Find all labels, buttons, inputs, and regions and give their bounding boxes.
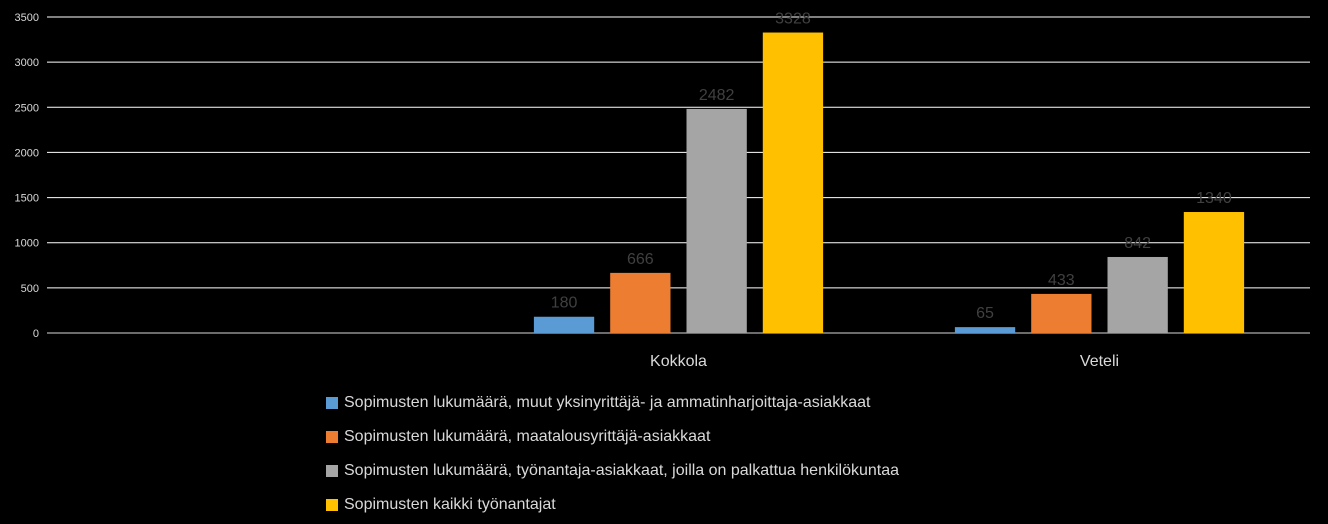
category-labels: Kokkola Veteli — [650, 353, 1119, 370]
y-tick-label: 3500 — [15, 12, 39, 24]
bar — [610, 272, 671, 333]
y-tick-label: 2500 — [15, 102, 39, 114]
y-tick-label: 1000 — [15, 238, 39, 250]
legend-item: Sopimusten lukumäärä, muut yksinyrittäjä… — [326, 386, 1046, 420]
bar — [1107, 256, 1168, 333]
bar — [1183, 212, 1245, 333]
legend-item: Sopimusten kaikki työnantajat — [326, 488, 1046, 522]
legend-swatch — [326, 465, 338, 477]
y-tick-label: 500 — [21, 283, 39, 295]
bar — [954, 327, 1016, 333]
data-label: 842 — [1124, 235, 1151, 252]
data-label: 666 — [627, 251, 654, 268]
data-label: 433 — [1048, 272, 1075, 289]
data-label: 2482 — [699, 87, 735, 104]
legend-label: Sopimusten lukumäärä, muut yksinyrittäjä… — [344, 394, 871, 411]
data-label: 3328 — [775, 11, 811, 28]
bar — [533, 316, 595, 333]
legend-item: Sopimusten lukumäärä, työnantaja-asiakka… — [326, 454, 1046, 488]
y-tick-label: 0 — [33, 328, 39, 340]
bar — [686, 108, 747, 333]
legend: Sopimusten lukumäärä, muut yksinyrittäjä… — [326, 386, 1046, 522]
data-label: 1340 — [1196, 190, 1232, 207]
y-axis-ticks: 0 500 1000 1500 2000 2500 3000 3500 — [15, 12, 39, 340]
legend-label: Sopimusten lukumäärä, maatalousyrittäjä-… — [344, 428, 711, 445]
legend-swatch — [326, 499, 338, 511]
y-tick-label: 2000 — [15, 147, 39, 159]
bar — [1031, 293, 1092, 333]
legend-label: Sopimusten lukumäärä, työnantaja-asiakka… — [344, 462, 900, 479]
data-label: 180 — [551, 295, 578, 312]
legend-swatch — [326, 431, 338, 443]
bar — [762, 32, 824, 333]
legend-swatch — [326, 397, 338, 409]
category-label: Veteli — [1080, 353, 1119, 370]
bars — [533, 32, 1245, 333]
y-tick-label: 1500 — [15, 193, 39, 205]
legend-label: Sopimusten kaikki työnantajat — [344, 496, 556, 513]
category-label: Kokkola — [650, 353, 707, 370]
legend-item: Sopimusten lukumäärä, maatalousyrittäjä-… — [326, 420, 1046, 454]
data-label: 65 — [976, 305, 994, 322]
data-labels: 180 666 2482 3328 65 433 842 1340 — [551, 11, 1232, 323]
gridlines — [47, 16, 1310, 334]
y-tick-label: 3000 — [15, 57, 39, 69]
